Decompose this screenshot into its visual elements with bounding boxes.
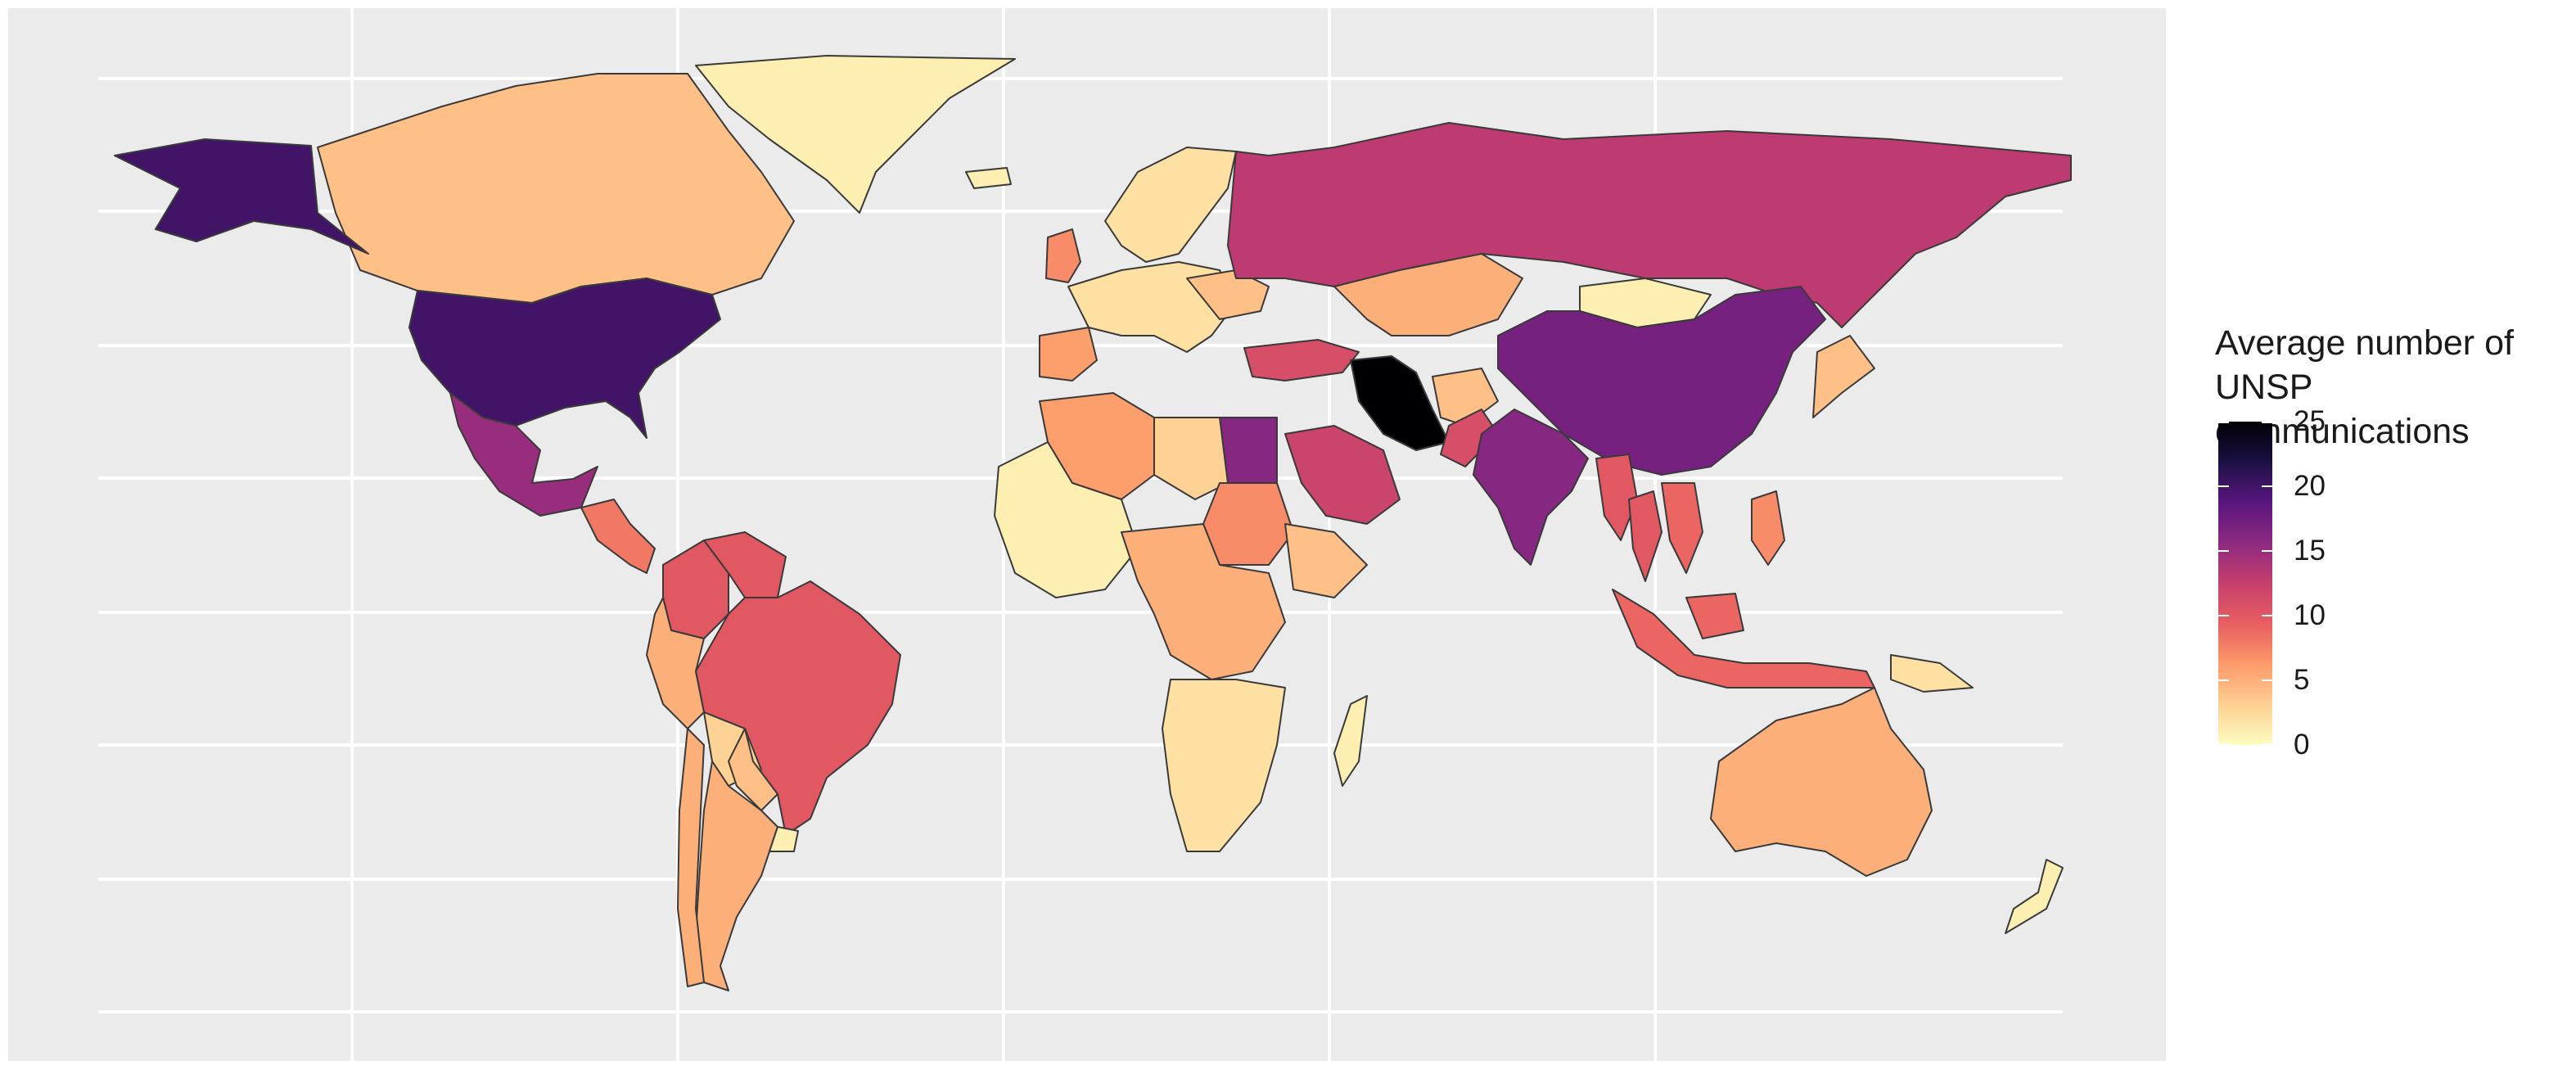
region-indonesia: [1612, 589, 1875, 689]
region-china: [1497, 286, 1826, 476]
region-myanmar: [1595, 454, 1638, 541]
colorbar-tick-label: 25: [2294, 405, 2326, 437]
colorbar: [2218, 422, 2272, 745]
region-argentina: [695, 761, 778, 991]
map-panel: [8, 8, 2166, 1061]
region-madagascar: [1333, 695, 1368, 787]
region-alaska: [114, 138, 369, 255]
colorbar-tick-label: 20: [2294, 470, 2326, 502]
region-canada: [317, 73, 795, 304]
region-central-america: [580, 499, 656, 574]
region-india: [1473, 409, 1589, 566]
region-iberia: [1039, 327, 1098, 381]
region-southern-africa: [1162, 679, 1286, 852]
region-new-zealand: [2005, 859, 2064, 934]
region-thailand: [1628, 490, 1662, 582]
region-japan: [1812, 335, 1875, 418]
region-papua-new-guinea: [1890, 654, 1974, 693]
region-united-kingdom: [1045, 228, 1081, 283]
colorbar-ticks: [2218, 422, 2272, 745]
region-egypt: [1219, 417, 1278, 484]
region-central-africa: [1121, 523, 1286, 680]
region-iceland: [965, 167, 1012, 189]
region-west-africa: [994, 441, 1139, 598]
region-ukraine: [1186, 269, 1270, 320]
region-peru: [646, 597, 705, 729]
colorbar-tick-label: 15: [2294, 535, 2326, 567]
region-scandinavia: [1104, 147, 1237, 263]
region-chile: [677, 728, 705, 987]
region-uruguay: [769, 826, 799, 852]
colorbar-gradient: [2218, 422, 2272, 745]
colorbar-tick-label: 0: [2294, 729, 2310, 761]
region-saudi-arabia: [1284, 425, 1401, 525]
land-layer: [114, 55, 2072, 991]
region-libya: [1153, 417, 1229, 500]
region-philippines: [1751, 490, 1785, 566]
region-greenland: [695, 55, 1016, 214]
colorbar-tick-label: 10: [2294, 599, 2326, 631]
region-malaysia: [1685, 593, 1744, 639]
region-australia: [1710, 687, 1933, 877]
region-mexico: [449, 392, 598, 517]
region-vietnam: [1661, 482, 1703, 574]
region-ethiopia: [1284, 523, 1368, 598]
legend-title-line-1: Average number of: [2215, 323, 2514, 363]
colorbar-tick-label: 5: [2294, 664, 2310, 696]
region-turkey: [1243, 339, 1360, 381]
region-kazakhstan: [1333, 253, 1523, 336]
